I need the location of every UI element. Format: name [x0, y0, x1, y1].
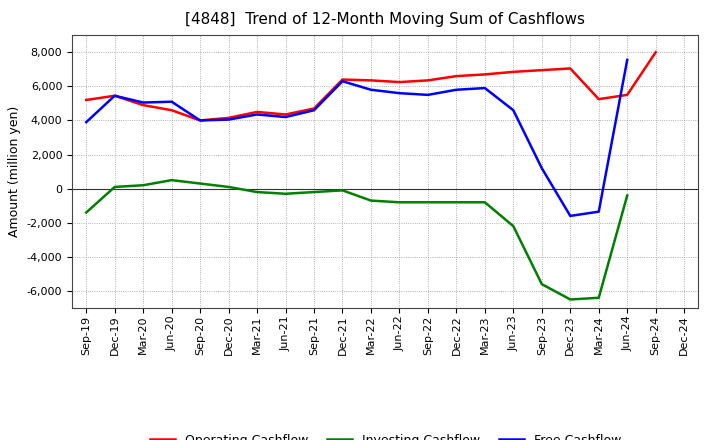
Operating Cashflow — [225, 115, 233, 121]
Investing Cashflow — [310, 189, 318, 194]
Operating Cashflow — [196, 118, 204, 123]
Free Cashflow — [395, 91, 404, 96]
Free Cashflow — [566, 213, 575, 219]
Free Cashflow — [338, 79, 347, 84]
Operating Cashflow — [338, 77, 347, 82]
Title: [4848]  Trend of 12-Month Moving Sum of Cashflows: [4848] Trend of 12-Month Moving Sum of C… — [185, 12, 585, 27]
Operating Cashflow — [282, 112, 290, 117]
Free Cashflow — [480, 85, 489, 91]
Line: Free Cashflow: Free Cashflow — [86, 60, 627, 216]
Investing Cashflow — [623, 193, 631, 198]
Free Cashflow — [282, 114, 290, 120]
Operating Cashflow — [253, 109, 261, 114]
Investing Cashflow — [423, 200, 432, 205]
Line: Investing Cashflow: Investing Cashflow — [86, 180, 627, 300]
Investing Cashflow — [167, 177, 176, 183]
Operating Cashflow — [110, 93, 119, 99]
Operating Cashflow — [395, 80, 404, 85]
Operating Cashflow — [423, 78, 432, 83]
Investing Cashflow — [366, 198, 375, 203]
Operating Cashflow — [310, 106, 318, 111]
Free Cashflow — [110, 93, 119, 99]
Free Cashflow — [623, 57, 631, 62]
Operating Cashflow — [595, 96, 603, 102]
Operating Cashflow — [480, 72, 489, 77]
Legend: Operating Cashflow, Investing Cashflow, Free Cashflow: Operating Cashflow, Investing Cashflow, … — [145, 429, 626, 440]
Investing Cashflow — [566, 297, 575, 302]
Investing Cashflow — [480, 200, 489, 205]
Investing Cashflow — [282, 191, 290, 196]
Investing Cashflow — [452, 200, 461, 205]
Free Cashflow — [82, 120, 91, 125]
Free Cashflow — [225, 117, 233, 122]
Operating Cashflow — [652, 50, 660, 55]
Free Cashflow — [366, 87, 375, 92]
Investing Cashflow — [253, 189, 261, 194]
Investing Cashflow — [595, 295, 603, 301]
Investing Cashflow — [395, 200, 404, 205]
Operating Cashflow — [366, 78, 375, 83]
Investing Cashflow — [196, 181, 204, 186]
Operating Cashflow — [167, 107, 176, 113]
Investing Cashflow — [139, 183, 148, 188]
Operating Cashflow — [509, 69, 518, 74]
Free Cashflow — [537, 165, 546, 171]
Investing Cashflow — [509, 224, 518, 229]
Free Cashflow — [452, 87, 461, 92]
Operating Cashflow — [537, 67, 546, 73]
Free Cashflow — [595, 209, 603, 214]
Operating Cashflow — [452, 73, 461, 79]
Y-axis label: Amount (million yen): Amount (million yen) — [8, 106, 21, 237]
Investing Cashflow — [537, 282, 546, 287]
Operating Cashflow — [139, 103, 148, 108]
Investing Cashflow — [338, 188, 347, 193]
Free Cashflow — [167, 99, 176, 104]
Free Cashflow — [139, 100, 148, 105]
Free Cashflow — [253, 112, 261, 117]
Free Cashflow — [310, 107, 318, 113]
Operating Cashflow — [82, 97, 91, 103]
Free Cashflow — [196, 118, 204, 123]
Investing Cashflow — [82, 210, 91, 215]
Investing Cashflow — [225, 184, 233, 190]
Investing Cashflow — [110, 184, 119, 190]
Free Cashflow — [423, 92, 432, 98]
Operating Cashflow — [566, 66, 575, 71]
Free Cashflow — [509, 107, 518, 113]
Line: Operating Cashflow: Operating Cashflow — [86, 52, 656, 121]
Operating Cashflow — [623, 92, 631, 98]
